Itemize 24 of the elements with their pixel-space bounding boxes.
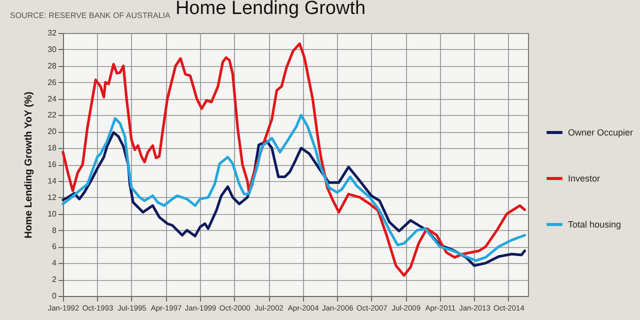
y-tick-label: 16 (48, 160, 58, 169)
y-tick-label: 0 (52, 292, 58, 300)
y-tick-label: 26 (48, 78, 58, 87)
y-tick-label: 24 (48, 94, 58, 104)
y-tick-label: 32 (48, 28, 58, 38)
y-tick-label: 12 (48, 192, 58, 202)
line-series (62, 42, 526, 277)
y-tick-label: 10 (48, 209, 58, 218)
legend-label: Owner Occupier (568, 128, 634, 138)
chart-title: Home Lending Growth (175, 0, 366, 19)
legend-label: Investor (568, 174, 600, 184)
y-tick-label: 22 (48, 110, 58, 120)
y-tick-label: 30 (48, 44, 58, 54)
legend-label: Total housing (568, 220, 622, 230)
y-tick-label: 4 (52, 258, 58, 268)
y-tick-label: 2 (52, 275, 58, 284)
y-tick-label: 8 (52, 226, 58, 235)
y-tick-label: 6 (52, 242, 58, 252)
source-note: SOURCE: RESERVE BANK OF AUSTRALIA (10, 11, 172, 20)
y-tick-label: 20 (48, 127, 58, 136)
y-tick-label: 28 (48, 61, 58, 70)
y-tick-label: 14 (48, 176, 58, 186)
y-axis-title: Home Lending Growth YoY (%) (24, 92, 35, 238)
y-tick-label: 18 (48, 144, 58, 153)
